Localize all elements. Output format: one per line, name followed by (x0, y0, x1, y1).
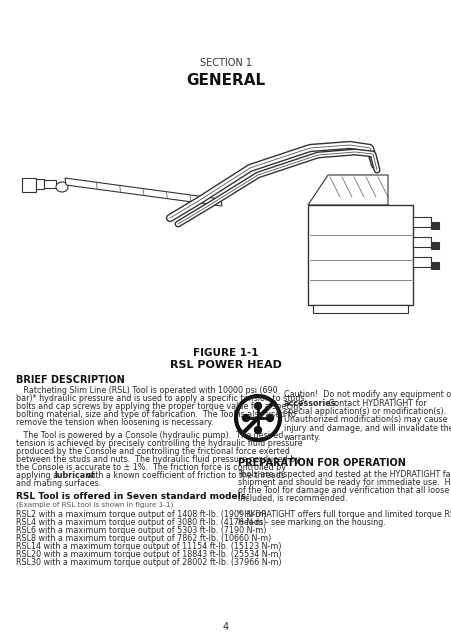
Text: the Console is accurate to ± 1%.  The friction force is controlled by: the Console is accurate to ± 1%. The fri… (16, 463, 285, 472)
Circle shape (242, 415, 249, 422)
Text: (Example of RSL tool is shown in figure 1-1): (Example of RSL tool is shown in figure … (16, 501, 173, 508)
Text: of the Tool for damage and verification that all loose parts are: of the Tool for damage and verification … (238, 486, 451, 495)
Bar (44, 180, 56, 188)
Text: RSL8 with a maximum torque output of 7862 ft-lb. (10660 N-m): RSL8 with a maximum torque output of 786… (16, 534, 271, 543)
Circle shape (254, 426, 261, 433)
Text: GENERAL: GENERAL (186, 73, 265, 88)
Bar (430, 262, 438, 269)
Text: RSL30 with a maximum torque output of 28002 ft-lb. (37966 N-m): RSL30 with a maximum torque output of 28… (16, 558, 281, 567)
Text: RSL20 with a maximum torque output of 18843 ft-lb. (25534 N-m): RSL20 with a maximum torque output of 18… (16, 550, 281, 559)
Text: 4: 4 (222, 622, 229, 632)
Text: Ratcheting Slim Line (RSL) Tool is operated with 10000 psi (690: Ratcheting Slim Line (RSL) Tool is opera… (16, 386, 277, 395)
Text: shipment and should be ready for immediate use.  However inspection: shipment and should be ready for immedia… (238, 478, 451, 487)
Bar (412, 237, 430, 247)
Text: RSL4 with a maximum torque output of 3080 ft-lb. (4176 N-m): RSL4 with a maximum torque output of 308… (16, 518, 266, 527)
Text: RSL2 with a maximum torque output of 1408 ft-lb. (1909 N-m): RSL2 with a maximum torque output of 140… (16, 510, 266, 519)
Text: special application(s) or modification(s).: special application(s) or modification(s… (283, 407, 445, 416)
Text: applying a: applying a (16, 471, 60, 480)
Text: bolting material, size and type of fabrication.  The Tool is also used to: bolting material, size and type of fabri… (16, 410, 295, 419)
Bar (312, 305, 407, 313)
Bar (430, 242, 438, 249)
Bar (412, 257, 430, 267)
Text: tension is achieved by precisely controlling the hydraulic fluid pressure: tension is achieved by precisely control… (16, 439, 302, 448)
Bar (430, 222, 438, 229)
Text: accessories.: accessories. (283, 399, 339, 408)
Text: remove the tension when loosening is necessary.: remove the tension when loosening is nec… (16, 418, 213, 427)
Text: FIGURE 1-1: FIGURE 1-1 (193, 348, 258, 358)
Text: Unauthorized modification(s) may cause: Unauthorized modification(s) may cause (283, 415, 446, 424)
Text: Heads - see marking on the housing.: Heads - see marking on the housing. (238, 518, 385, 527)
Circle shape (254, 403, 261, 410)
Text: warranty.: warranty. (283, 433, 321, 442)
Circle shape (266, 415, 273, 422)
Text: RSL14 with a maximum torque output of 11154 ft-lb. (15123 N-m): RSL14 with a maximum torque output of 11… (16, 542, 281, 551)
Polygon shape (65, 178, 221, 206)
Text: Tools are inspected and tested at the HYDRATIGHT factory prior to: Tools are inspected and tested at the HY… (238, 470, 451, 479)
Text: BRIEF DESCRIPTION: BRIEF DESCRIPTION (16, 375, 124, 385)
Text: injury and damage, and will invalidate the: injury and damage, and will invalidate t… (283, 424, 451, 433)
Polygon shape (307, 175, 387, 205)
Text: * HYDRATIGHT offers full torque and limited torque RSL Wrench: * HYDRATIGHT offers full torque and limi… (238, 510, 451, 519)
Text: with a known coefficient of friction to the threads: with a known coefficient of friction to … (84, 471, 285, 480)
Text: The Tool is powered by a Console (hydraulic pump).  The desired: The Tool is powered by a Console (hydrau… (16, 431, 283, 440)
Text: PREPARATION FOR OPERATION: PREPARATION FOR OPERATION (238, 458, 405, 468)
Text: RSL6 with a maximum torque output of 5303 ft-lb. (7190 N-m): RSL6 with a maximum torque output of 530… (16, 526, 266, 535)
Bar (307, 205, 412, 305)
Bar (412, 217, 430, 227)
Text: included, is recommended.: included, is recommended. (238, 494, 347, 503)
Text: and mating surfaces.: and mating surfaces. (16, 479, 101, 488)
Text: between the studs and nuts.  The hydraulic fluid pressure produced by: between the studs and nuts. The hydrauli… (16, 455, 299, 464)
Text: produced by the Console and controlling the frictional force exerted: produced by the Console and controlling … (16, 447, 289, 456)
Text: SECTION 1: SECTION 1 (199, 58, 252, 68)
Text: Contact HYDRATIGHT for: Contact HYDRATIGHT for (320, 399, 426, 408)
Bar (36, 179, 44, 189)
Text: bolts and cap screws by applying the proper torque value for a specific: bolts and cap screws by applying the pro… (16, 402, 302, 411)
Bar (22, 178, 36, 192)
Text: bar)* hydraulic pressure and is used to apply a specific tension to studs,: bar)* hydraulic pressure and is used to … (16, 394, 306, 403)
Text: Caution!  Do not modify any equipment or: Caution! Do not modify any equipment or (283, 390, 451, 399)
Text: lubricant: lubricant (54, 471, 95, 480)
Text: RSL Tool is offered in Seven standard models:: RSL Tool is offered in Seven standard mo… (16, 492, 249, 501)
Ellipse shape (56, 182, 68, 192)
Text: RSL POWER HEAD: RSL POWER HEAD (170, 360, 281, 370)
